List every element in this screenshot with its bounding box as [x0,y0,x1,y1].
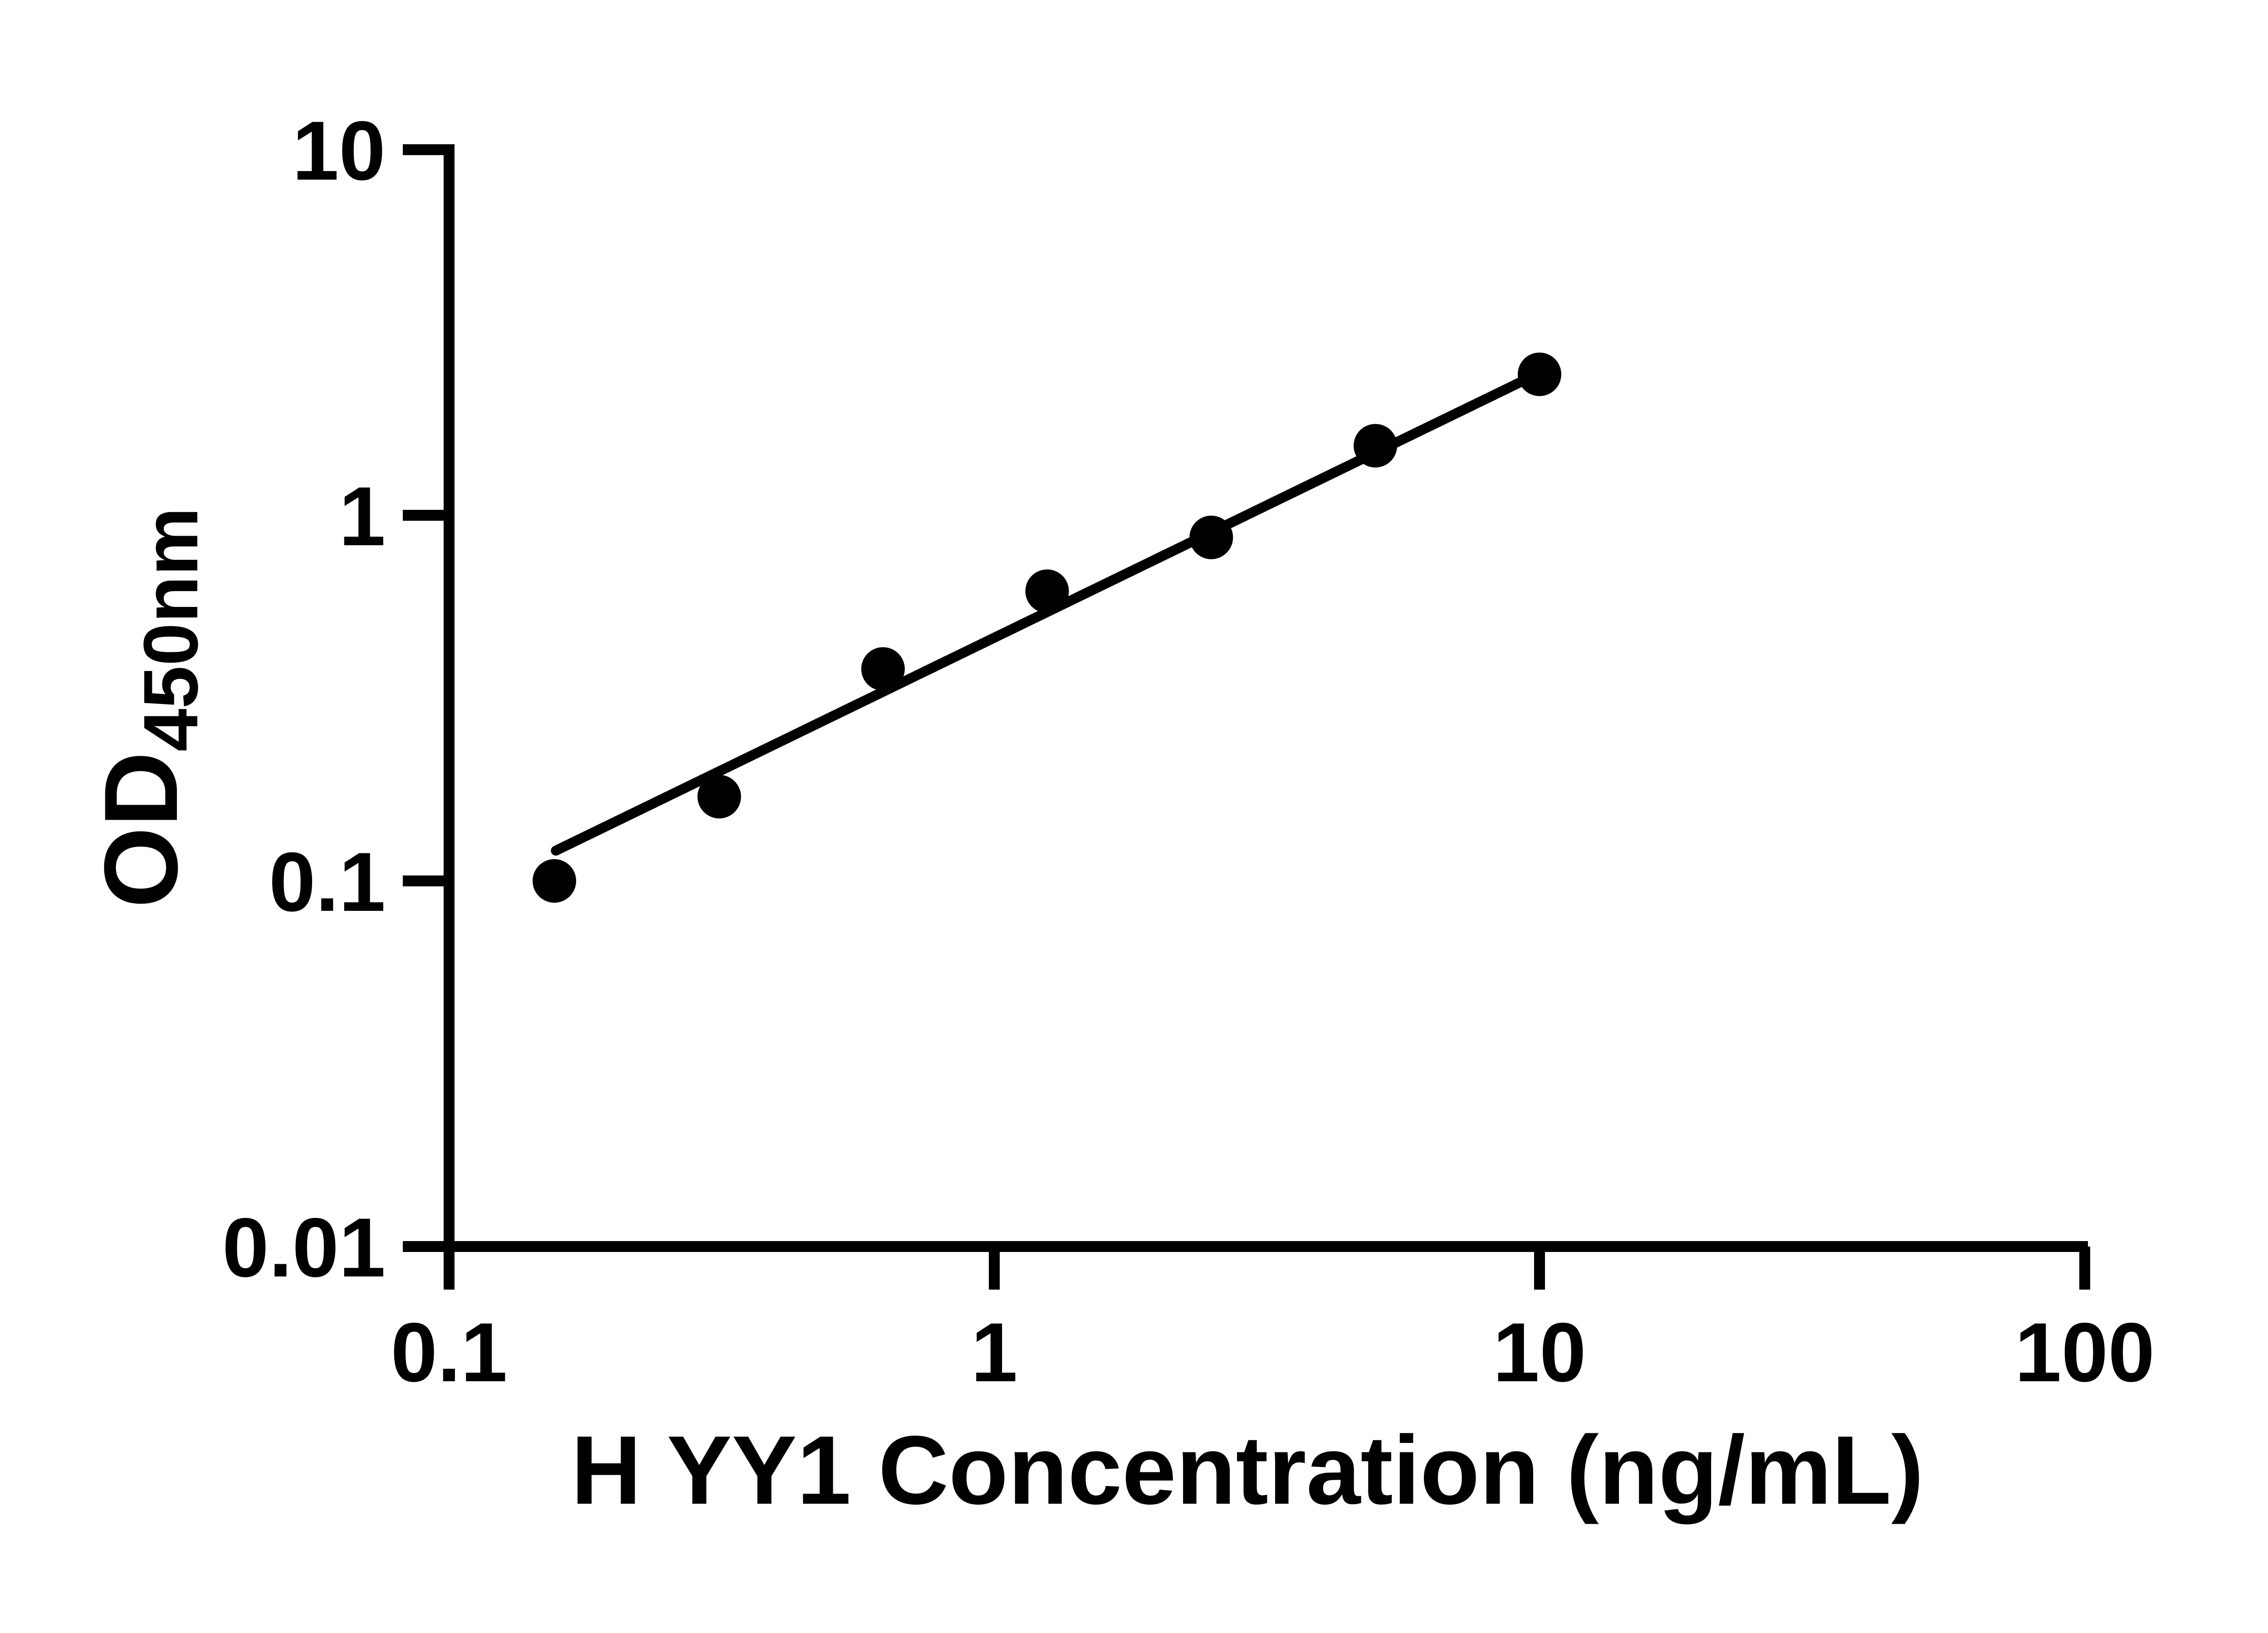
data-points [533,352,1561,903]
data-point [1025,569,1069,613]
y-tick-label: 0.1 [269,836,386,929]
standard-curve-series [533,352,1561,903]
data-point [1518,352,1561,396]
y-axis-title: OD450nm [83,507,214,908]
x-axis-title: H YY1 Concentration (ng/mL) [571,1415,1924,1525]
x-tick-label: 1 [971,1306,1018,1399]
y-axis-tick-labels: 10 1 0.1 0.01 [222,104,386,1295]
y-axis-title-main: OD [83,752,199,908]
x-tick-label: 0.1 [391,1306,507,1399]
y-axis-tick-marks [403,144,449,1252]
x-axis-tick-marks [444,1247,2090,1290]
data-point [861,647,905,691]
y-tick-label: 0.01 [222,1201,386,1295]
y-tick-label: 1 [339,470,386,563]
data-point [697,775,741,819]
axes [403,144,2090,1290]
svg-text:OD450nm: OD450nm [83,507,214,908]
x-axis-tick-labels: 0.1 1 10 100 [391,1306,2155,1399]
x-tick-label: 10 [1493,1306,1586,1399]
y-axis-title-subscript: 450nm [128,507,214,752]
data-point [1189,515,1233,559]
data-point [533,859,577,903]
data-point [1354,424,1398,468]
x-tick-label: 100 [2015,1306,2155,1399]
y-tick-label: 10 [292,104,386,198]
